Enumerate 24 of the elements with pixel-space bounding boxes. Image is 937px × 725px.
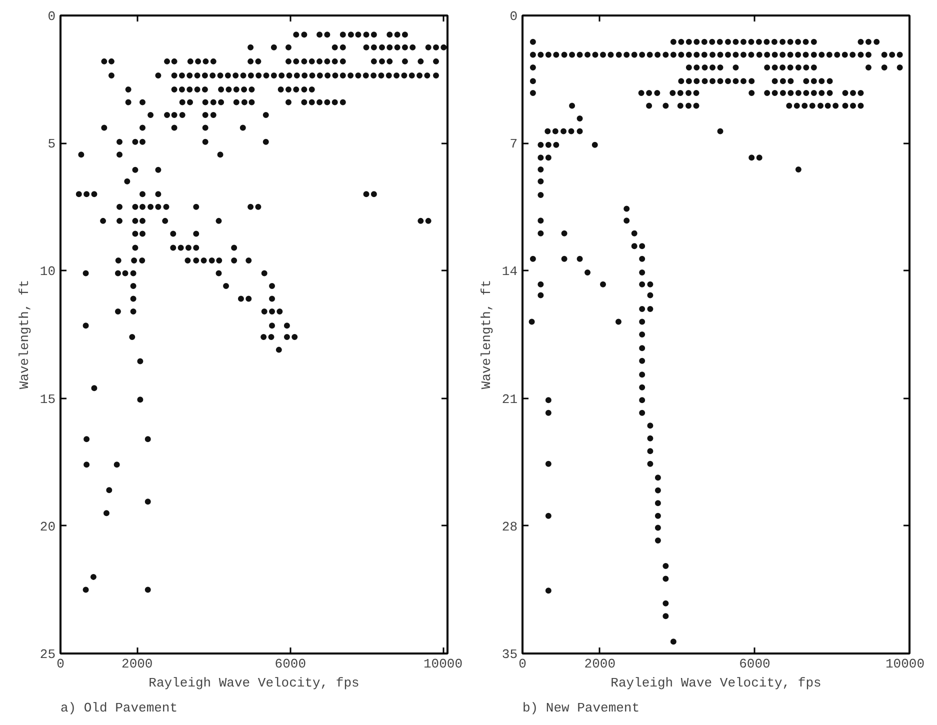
y-tick-label: 14 <box>502 264 518 280</box>
y-tick-label: 10 <box>40 264 56 280</box>
y-tick-label: 5 <box>48 136 56 152</box>
x-tick-label: 10000 <box>423 656 463 672</box>
y-tick-label: 28 <box>502 519 518 534</box>
text: a) Old Pavement <box>60 700 178 716</box>
y-axis-title: Wavelength, ft <box>478 280 494 390</box>
x-tick-label: 2000 <box>122 656 153 672</box>
y-tick-label: 0 <box>510 9 518 24</box>
x-tick-label: 2000 <box>584 656 616 672</box>
x-tick-label: 6000 <box>739 656 770 672</box>
y-tick-label: 15 <box>40 392 56 407</box>
x-tick-label: 10000 <box>885 656 925 672</box>
y-tick-label: 35 <box>502 647 518 662</box>
y-axis-title: Wavelength, ft <box>16 280 32 390</box>
x-axis-title: Rayleigh Wave Velocity, fps <box>148 676 360 690</box>
y-tick-label: 21 <box>502 392 518 407</box>
y-tick-label: 0 <box>48 9 56 24</box>
x-axis-title: Rayleigh Wave Velocity, fps <box>610 676 822 690</box>
y-tick-label: 7 <box>510 136 518 152</box>
y-tick-label: 20 <box>40 519 56 534</box>
y-tick-label: 25 <box>40 647 56 662</box>
text: b) New Pavement <box>522 700 640 716</box>
x-tick-label: 6000 <box>274 656 306 672</box>
